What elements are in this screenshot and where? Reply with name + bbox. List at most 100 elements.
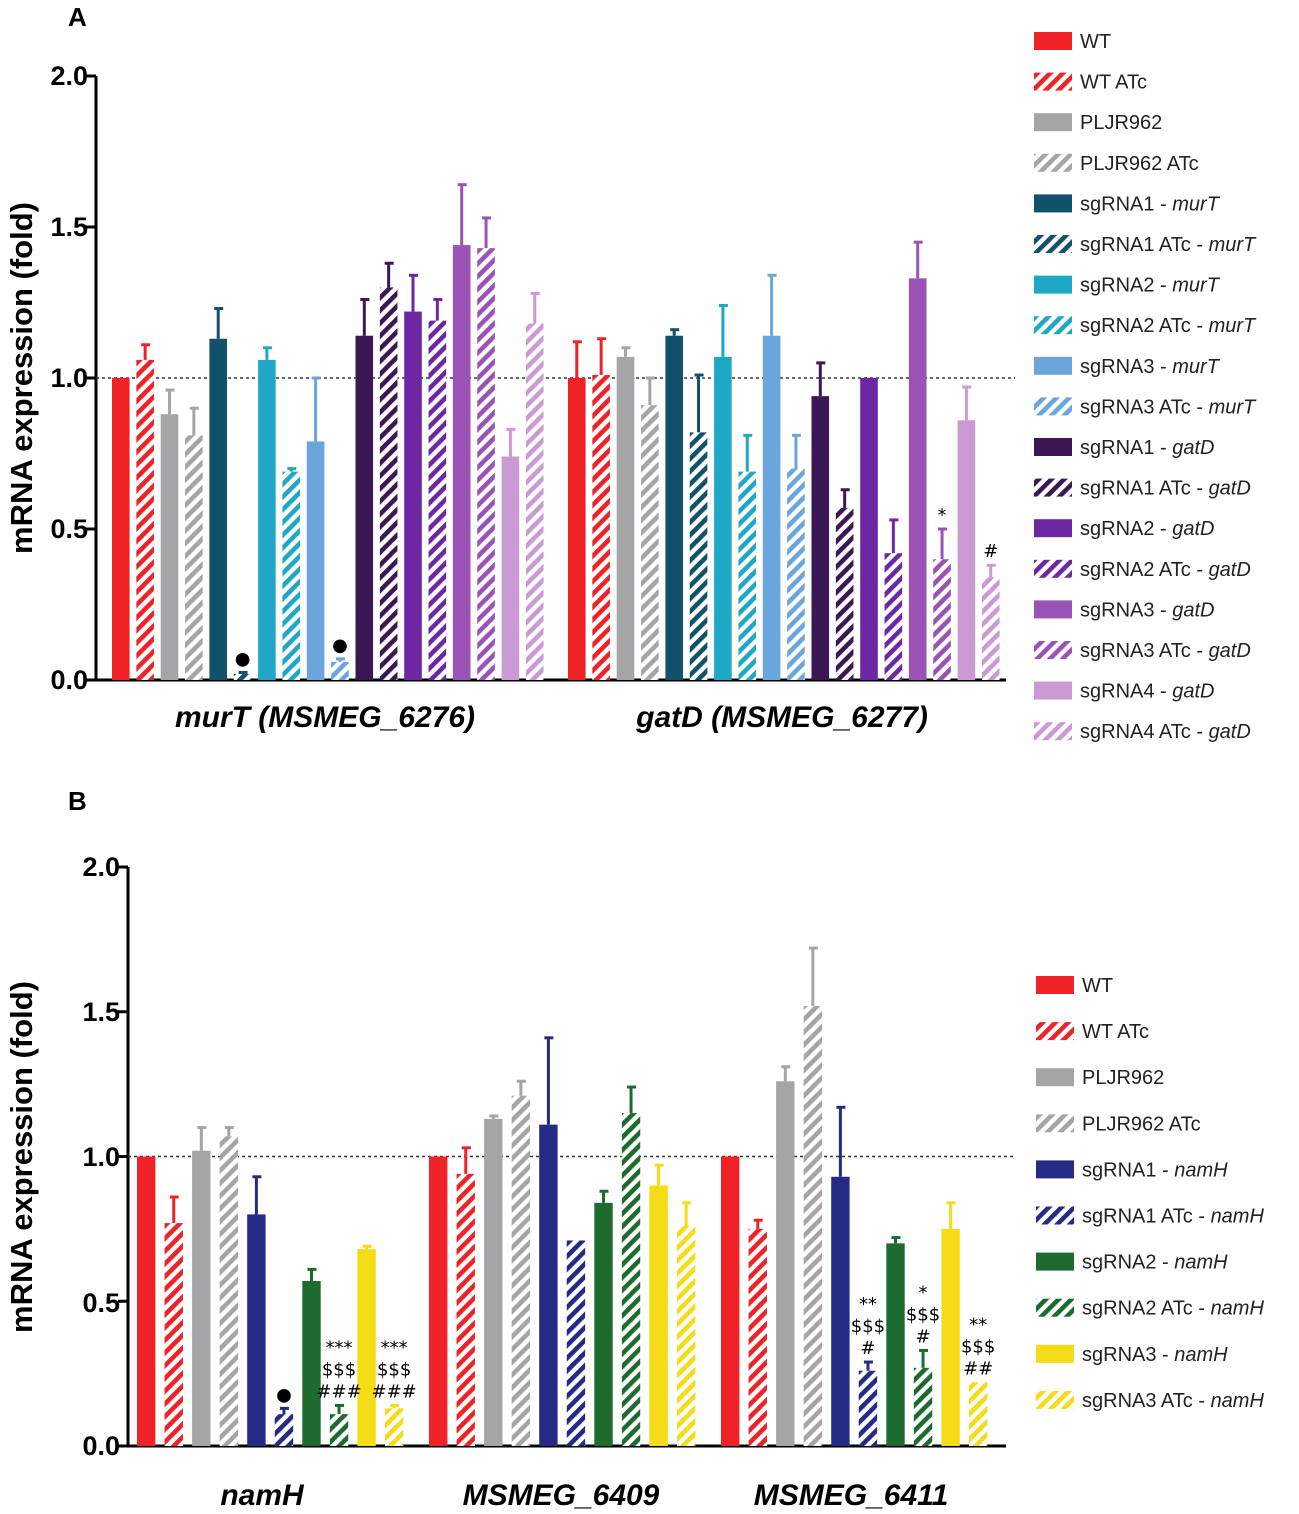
significance-annotation: # xyxy=(983,541,998,562)
legend-item: sgRNA4 - gatD xyxy=(1034,681,1215,703)
legend-name: sgRNA1 - xyxy=(1080,437,1172,459)
legend-swatch xyxy=(1034,681,1072,700)
category-labels: namH MSMEG_6409 MSMEG_6411 xyxy=(220,1479,948,1512)
legend-item: sgRNA3 - murT xyxy=(1034,356,1221,378)
significance-annotation: ** $$$ ## xyxy=(961,1314,995,1379)
bar xyxy=(477,248,495,680)
annotation-line: ** xyxy=(969,1314,987,1335)
annotation-line: ● xyxy=(276,1384,292,1405)
legend-name: sgRNA3 - xyxy=(1080,356,1172,378)
bar xyxy=(957,420,976,680)
legend-swatch xyxy=(1034,275,1072,294)
legend-label: PLJR962 xyxy=(1080,112,1162,134)
x-category-label: namH xyxy=(220,1479,305,1512)
annotation-line: *** xyxy=(326,1337,353,1358)
bar xyxy=(621,1113,641,1446)
legend-label: sgRNA1 ATc - gatD xyxy=(1080,478,1251,500)
legend-swatch xyxy=(1034,194,1072,213)
legend-name: sgRNA2 - xyxy=(1080,518,1172,540)
significance-annotation: * $$$ # xyxy=(906,1282,940,1347)
bar xyxy=(192,1150,211,1446)
bar xyxy=(776,1081,795,1446)
legend-name: sgRNA3 - xyxy=(1082,1344,1174,1366)
bar xyxy=(379,287,398,680)
legend-swatch xyxy=(1034,316,1072,335)
x-category-label: MSMEG_6411 xyxy=(754,1479,949,1512)
significance-annotation: ** $$$ # xyxy=(851,1294,885,1359)
legend-gene: gatD xyxy=(1172,599,1214,621)
legend-item: sgRNA2 ATc - namH xyxy=(1036,1298,1264,1320)
y-ticks: 0.0 0.5 1.0 1.5 2.0 xyxy=(50,61,88,695)
annotation-line: * xyxy=(919,1282,928,1303)
bar xyxy=(787,468,805,680)
legend-swatch xyxy=(1034,356,1072,375)
legend-label: sgRNA4 ATc - gatD xyxy=(1080,721,1251,743)
legend-gene: gatD xyxy=(1209,559,1251,581)
bar xyxy=(456,1173,475,1446)
significance-annotation: *** $$$ ### xyxy=(316,1337,361,1402)
legend-name: sgRNA2 - xyxy=(1080,275,1172,297)
x-category-label: gatD (MSMEG_6277) xyxy=(635,701,928,734)
y-axis-title: mRNA expression (fold) xyxy=(4,202,39,554)
legend-label: sgRNA2 ATc - murT xyxy=(1080,315,1257,337)
legend-label: sgRNA2 ATc - gatD xyxy=(1080,559,1251,581)
y-tick-label: 2.0 xyxy=(82,852,120,882)
panel-b: B mRNA expression (fold) 0.0 0.5 1.0 1.5… xyxy=(4,786,1264,1512)
bar xyxy=(860,378,878,680)
legend-label: sgRNA2 - gatD xyxy=(1080,518,1215,540)
significance-annotation: ● xyxy=(332,635,348,656)
legend-label: sgRNA4 - gatD xyxy=(1080,681,1215,703)
y-tick-label: 2.0 xyxy=(50,61,88,91)
y-axis-title: mRNA expression (fold) xyxy=(4,981,39,1333)
legend-label: sgRNA3 - murT xyxy=(1080,356,1221,378)
annotation-line: $$$ xyxy=(377,1359,411,1380)
legend-label: sgRNA1 - namH xyxy=(1082,1159,1228,1181)
legend-item: sgRNA3 ATc - murT xyxy=(1034,396,1257,418)
legend-item: sgRNA2 - namH xyxy=(1036,1252,1228,1274)
legend-gene: gatD xyxy=(1209,478,1251,500)
legend-name: WT ATc xyxy=(1080,72,1147,94)
annotation-line: ● xyxy=(235,648,251,669)
bar xyxy=(616,356,635,680)
bar xyxy=(247,1214,266,1446)
legend-swatch xyxy=(1036,1206,1074,1225)
bar xyxy=(968,1382,988,1446)
bar xyxy=(329,1414,349,1446)
bar xyxy=(738,471,757,680)
legend-swatch xyxy=(1034,600,1072,619)
legend-label: sgRNA2 - murT xyxy=(1080,275,1221,297)
bar xyxy=(908,278,927,680)
legend-item: PLJR962 xyxy=(1034,112,1162,134)
legend-name: WT ATc xyxy=(1082,1021,1149,1043)
bar xyxy=(112,378,130,680)
legend-item: sgRNA1 - namH xyxy=(1036,1159,1228,1181)
legend-label: sgRNA2 ATc - namH xyxy=(1082,1298,1264,1320)
bar xyxy=(941,1228,960,1446)
annotation-line: # xyxy=(983,541,998,562)
legend-name: sgRNA4 - xyxy=(1080,681,1172,703)
legend-swatch xyxy=(1034,478,1072,497)
y-tick-label: 1.0 xyxy=(50,363,88,393)
legend-item: WT ATc xyxy=(1036,1021,1149,1043)
legend-name: sgRNA1 ATc - xyxy=(1080,478,1209,500)
bar xyxy=(665,335,683,680)
annotation-line: $$$ xyxy=(322,1359,356,1380)
legend-item: sgRNA1 ATc - namH xyxy=(1036,1206,1264,1228)
y-tick-label: 1.0 xyxy=(82,1142,120,1172)
annotation-line: $$$ xyxy=(961,1336,995,1357)
legend-gene: namH xyxy=(1211,1206,1265,1228)
legend-swatch xyxy=(1034,438,1072,456)
legend-label: sgRNA1 ATc - namH xyxy=(1082,1206,1264,1228)
legend-item: sgRNA1 - murT xyxy=(1034,193,1221,215)
bar xyxy=(306,441,325,680)
bar xyxy=(566,1240,586,1446)
bar xyxy=(209,338,227,680)
legend-name: sgRNA2 ATc - xyxy=(1082,1298,1211,1320)
legend-name: sgRNA2 ATc - xyxy=(1080,315,1209,337)
bar xyxy=(302,1280,321,1446)
bar xyxy=(233,673,252,680)
bar xyxy=(160,414,179,680)
bar xyxy=(858,1370,878,1446)
annotation-line: * xyxy=(938,505,947,526)
bar xyxy=(136,359,154,680)
